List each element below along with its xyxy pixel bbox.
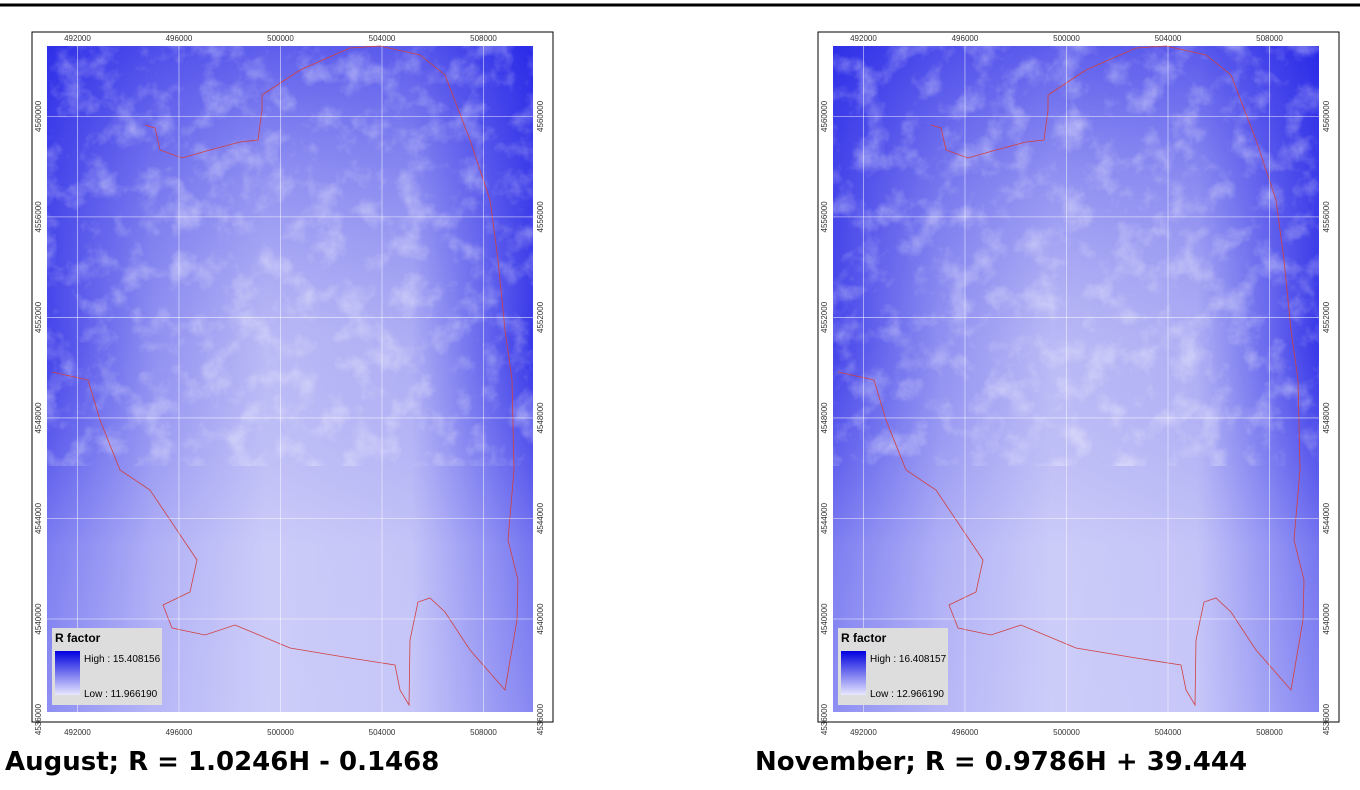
x-tick-label: 496000 [166, 728, 193, 737]
x-tick-label: 508000 [470, 728, 497, 737]
y-tick-label: 4536000 [1322, 703, 1331, 735]
legend-high: High : 15.408156 [84, 654, 161, 665]
y-tick-label: 4556000 [820, 201, 829, 233]
legend-ramp [841, 651, 866, 695]
legend-ramp [55, 651, 80, 695]
y-tick-label: 4556000 [1322, 201, 1331, 233]
x-tick-label: 492000 [64, 728, 91, 737]
legend-title: R factor [55, 631, 101, 645]
y-tick-label: 4540000 [820, 603, 829, 635]
y-tick-label: 4540000 [1322, 603, 1331, 635]
y-tick-label: 4548000 [820, 402, 829, 434]
y-tick-label: 4560000 [820, 100, 829, 132]
x-tick-label: 508000 [470, 34, 497, 43]
y-tick-label: 4560000 [1322, 100, 1331, 132]
legend-high: High : 16.408157 [870, 654, 947, 665]
x-tick-label: 500000 [267, 34, 294, 43]
y-tick-label: 4556000 [34, 201, 43, 233]
boundary [51, 45, 519, 707]
legend-title: R factor [841, 631, 887, 645]
y-tick-label: 4552000 [536, 301, 545, 333]
raster-texture [47, 46, 533, 466]
legend-low: Low : 12.966190 [870, 689, 944, 700]
y-tick-label: 4536000 [820, 703, 829, 735]
map-panel: 492000 492000 496000 496000 500000 500000 5040… [755, 31, 1340, 777]
y-tick-label: 4552000 [820, 301, 829, 333]
y-tick-label: 4544000 [34, 502, 43, 534]
x-tick-label: 508000 [1256, 34, 1283, 43]
x-tick-label: 504000 [369, 34, 396, 43]
legend-low: Low : 11.966190 [84, 689, 158, 700]
boundary [837, 45, 1305, 707]
map-panel: 492000 492000 496000 496000 500000 500000 5040… [5, 31, 554, 777]
y-tick-label: 4548000 [34, 402, 43, 434]
y-tick-label: 4544000 [1322, 502, 1331, 534]
y-tick-label: 4552000 [34, 301, 43, 333]
x-tick-label: 504000 [369, 728, 396, 737]
y-tick-label: 4544000 [820, 502, 829, 534]
y-tick-label: 4560000 [536, 100, 545, 132]
raster-texture [833, 46, 1319, 466]
caption: August; R = 1.0246H - 0.1468 [5, 747, 439, 777]
x-tick-label: 496000 [952, 34, 979, 43]
y-tick-label: 4552000 [1322, 301, 1331, 333]
x-tick-label: 500000 [1053, 34, 1080, 43]
y-tick-label: 4540000 [34, 603, 43, 635]
x-tick-label: 492000 [850, 34, 877, 43]
y-tick-label: 4540000 [536, 603, 545, 635]
x-tick-label: 496000 [166, 34, 193, 43]
y-tick-label: 4560000 [34, 100, 43, 132]
x-tick-label: 500000 [267, 728, 294, 737]
x-tick-label: 504000 [1155, 728, 1182, 737]
y-tick-label: 4536000 [536, 703, 545, 735]
x-tick-label: 504000 [1155, 34, 1182, 43]
x-tick-label: 508000 [1256, 728, 1283, 737]
caption: November; R = 0.9786H + 39.444 [755, 747, 1247, 777]
y-tick-label: 4536000 [34, 703, 43, 735]
x-tick-label: 500000 [1053, 728, 1080, 737]
y-tick-label: 4556000 [536, 201, 545, 233]
y-tick-label: 4548000 [536, 402, 545, 434]
x-tick-label: 492000 [64, 34, 91, 43]
x-tick-label: 496000 [952, 728, 979, 737]
x-tick-label: 492000 [850, 728, 877, 737]
y-tick-label: 4544000 [536, 502, 545, 534]
y-tick-label: 4548000 [1322, 402, 1331, 434]
